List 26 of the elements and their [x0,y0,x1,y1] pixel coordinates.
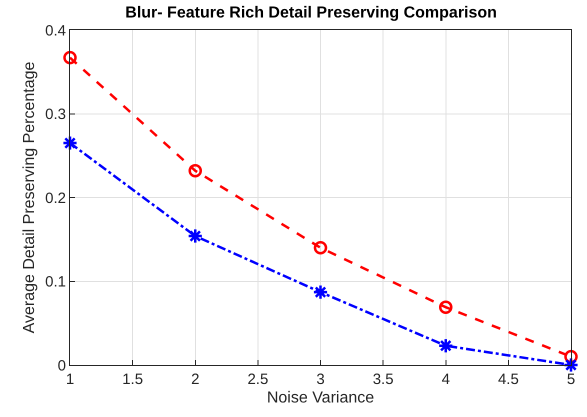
x-tick-label: 1.5 [122,371,144,388]
y-tick-label: 0.4 [45,22,66,40]
point [312,284,328,300]
x-tick-label: 2 [191,371,200,388]
point [63,50,77,64]
point [438,338,454,354]
y-tick-label: 0.1 [45,274,66,290]
point [188,164,202,178]
x-tick-label: 5 [566,371,576,388]
point [439,300,452,314]
x-tick-label: 4.5 [498,371,519,388]
point [62,135,78,151]
x-tick-label: 1 [66,371,74,388]
x-axis-title: Noise Variance [266,390,374,407]
x-tick-label: 4 [442,371,450,388]
x-tick-label: 3.5 [372,371,394,388]
point [314,241,328,254]
point [563,357,579,373]
x-tick-label: 2.5 [247,371,268,388]
y-tick-label: 0.3 [45,106,66,123]
x-tick-label: 3 [316,371,325,388]
point [187,228,204,244]
y-tick-label: 0 [58,357,66,374]
y-tick-label: 0.2 [45,190,66,207]
chart-title: Blur- Feature Rich Detail Preserving Comparison [125,4,497,22]
y-axis-title: Average Detail Preserving Percentage [21,61,38,334]
